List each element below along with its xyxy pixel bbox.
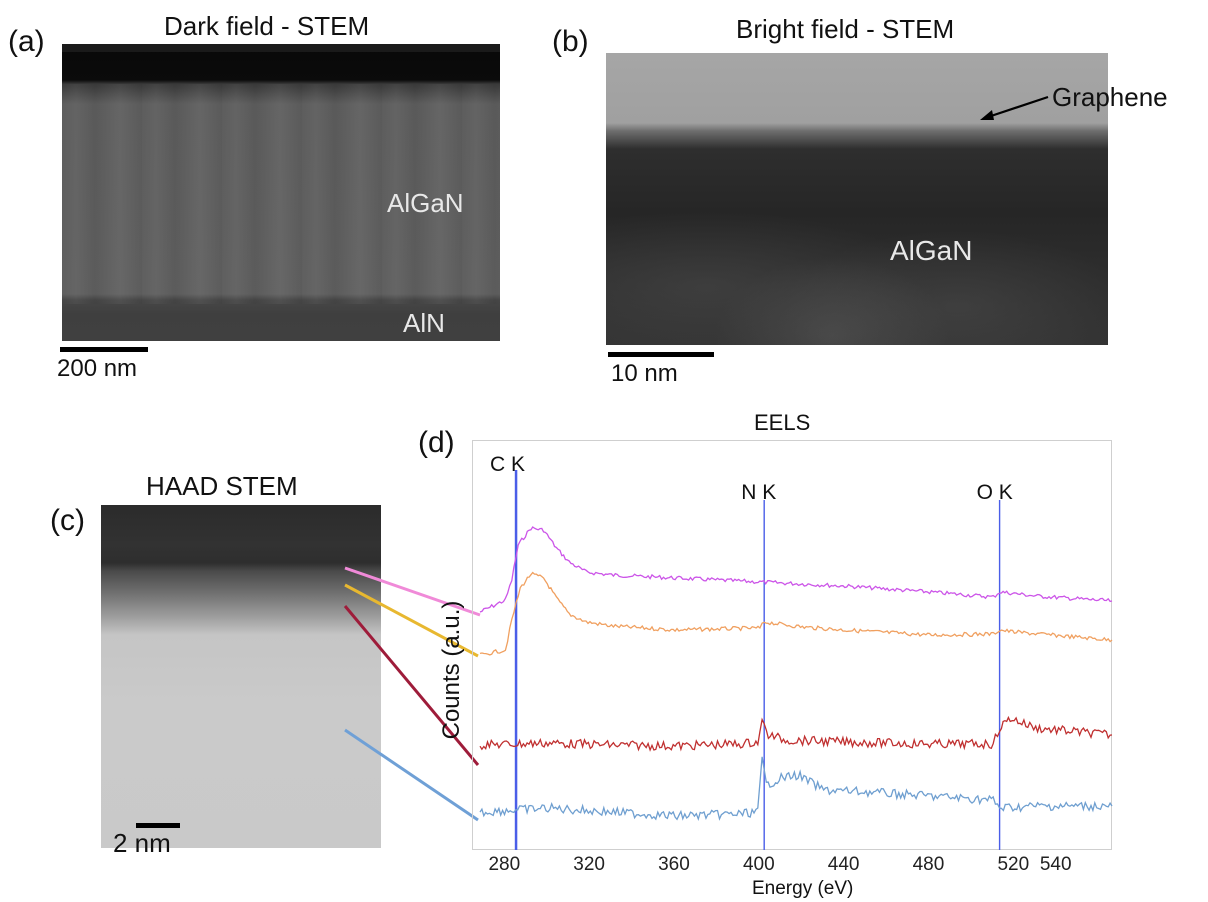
panel-label-c: (c) (50, 504, 85, 537)
eels-series-3 (479, 756, 1113, 822)
y-axis-label: Counts (a.u.) (438, 600, 465, 740)
panel-label-a: (a) (8, 25, 45, 58)
edge-label-o-k: O K (977, 481, 1013, 504)
scale-bar-b (608, 352, 714, 357)
graphene-annotation: Graphene (1052, 82, 1168, 112)
connector-orange (344, 583, 479, 658)
connector-blue (344, 728, 479, 822)
x-tick-label: 480 (913, 854, 945, 875)
scale-bar-label-a: 200 nm (57, 355, 138, 382)
panel-title-b: Bright field - STEM (736, 14, 955, 44)
layer-label-algan: AlGaN (890, 235, 973, 266)
x-tick-label: 360 (658, 854, 690, 875)
bright-field-stem-image: AlGaN (606, 53, 1108, 345)
scale-bar-label-c: 2 nm (113, 828, 171, 858)
image-texture (62, 84, 500, 304)
layer-label-aln: AlN (403, 308, 445, 338)
dark-field-stem-image: AlGaN AlN (62, 44, 500, 341)
eels-series-1 (479, 571, 1113, 656)
graphene-arrow (980, 95, 1049, 120)
scale-bar-a (60, 347, 148, 352)
image-texture (606, 153, 1108, 345)
image-edge (62, 44, 500, 52)
x-tick-label: 540 (1040, 854, 1072, 875)
scale-bar-c (136, 823, 180, 828)
connector-pink (344, 566, 481, 617)
scale-bar-label-b: 10 nm (611, 360, 678, 387)
edge-label-n-k: N K (741, 481, 776, 504)
x-tick-label: 320 (573, 854, 605, 875)
panel-label-d: (d) (418, 426, 455, 459)
eels-plot-frame (472, 440, 1112, 850)
x-tick-label: 440 (828, 854, 860, 875)
panel-title-a: Dark field - STEM (164, 11, 370, 41)
x-tick-label: 280 (488, 854, 520, 875)
x-tick-label: 400 (743, 854, 775, 875)
edge-label-c-k: C K (490, 453, 525, 476)
eels-series-2 (479, 715, 1113, 752)
layer-label-algan: AlGaN (387, 188, 464, 218)
connector-red (343, 605, 480, 766)
eels-series-0 (479, 526, 1113, 613)
panel-label-b: (b) (552, 25, 589, 58)
panel-title-c: HAAD STEM (146, 471, 298, 501)
haadf-stem-image (101, 505, 381, 848)
x-axis-label: Energy (eV) (752, 878, 854, 899)
x-tick-label: 520 (997, 854, 1029, 875)
chart-title: EELS (754, 410, 811, 435)
